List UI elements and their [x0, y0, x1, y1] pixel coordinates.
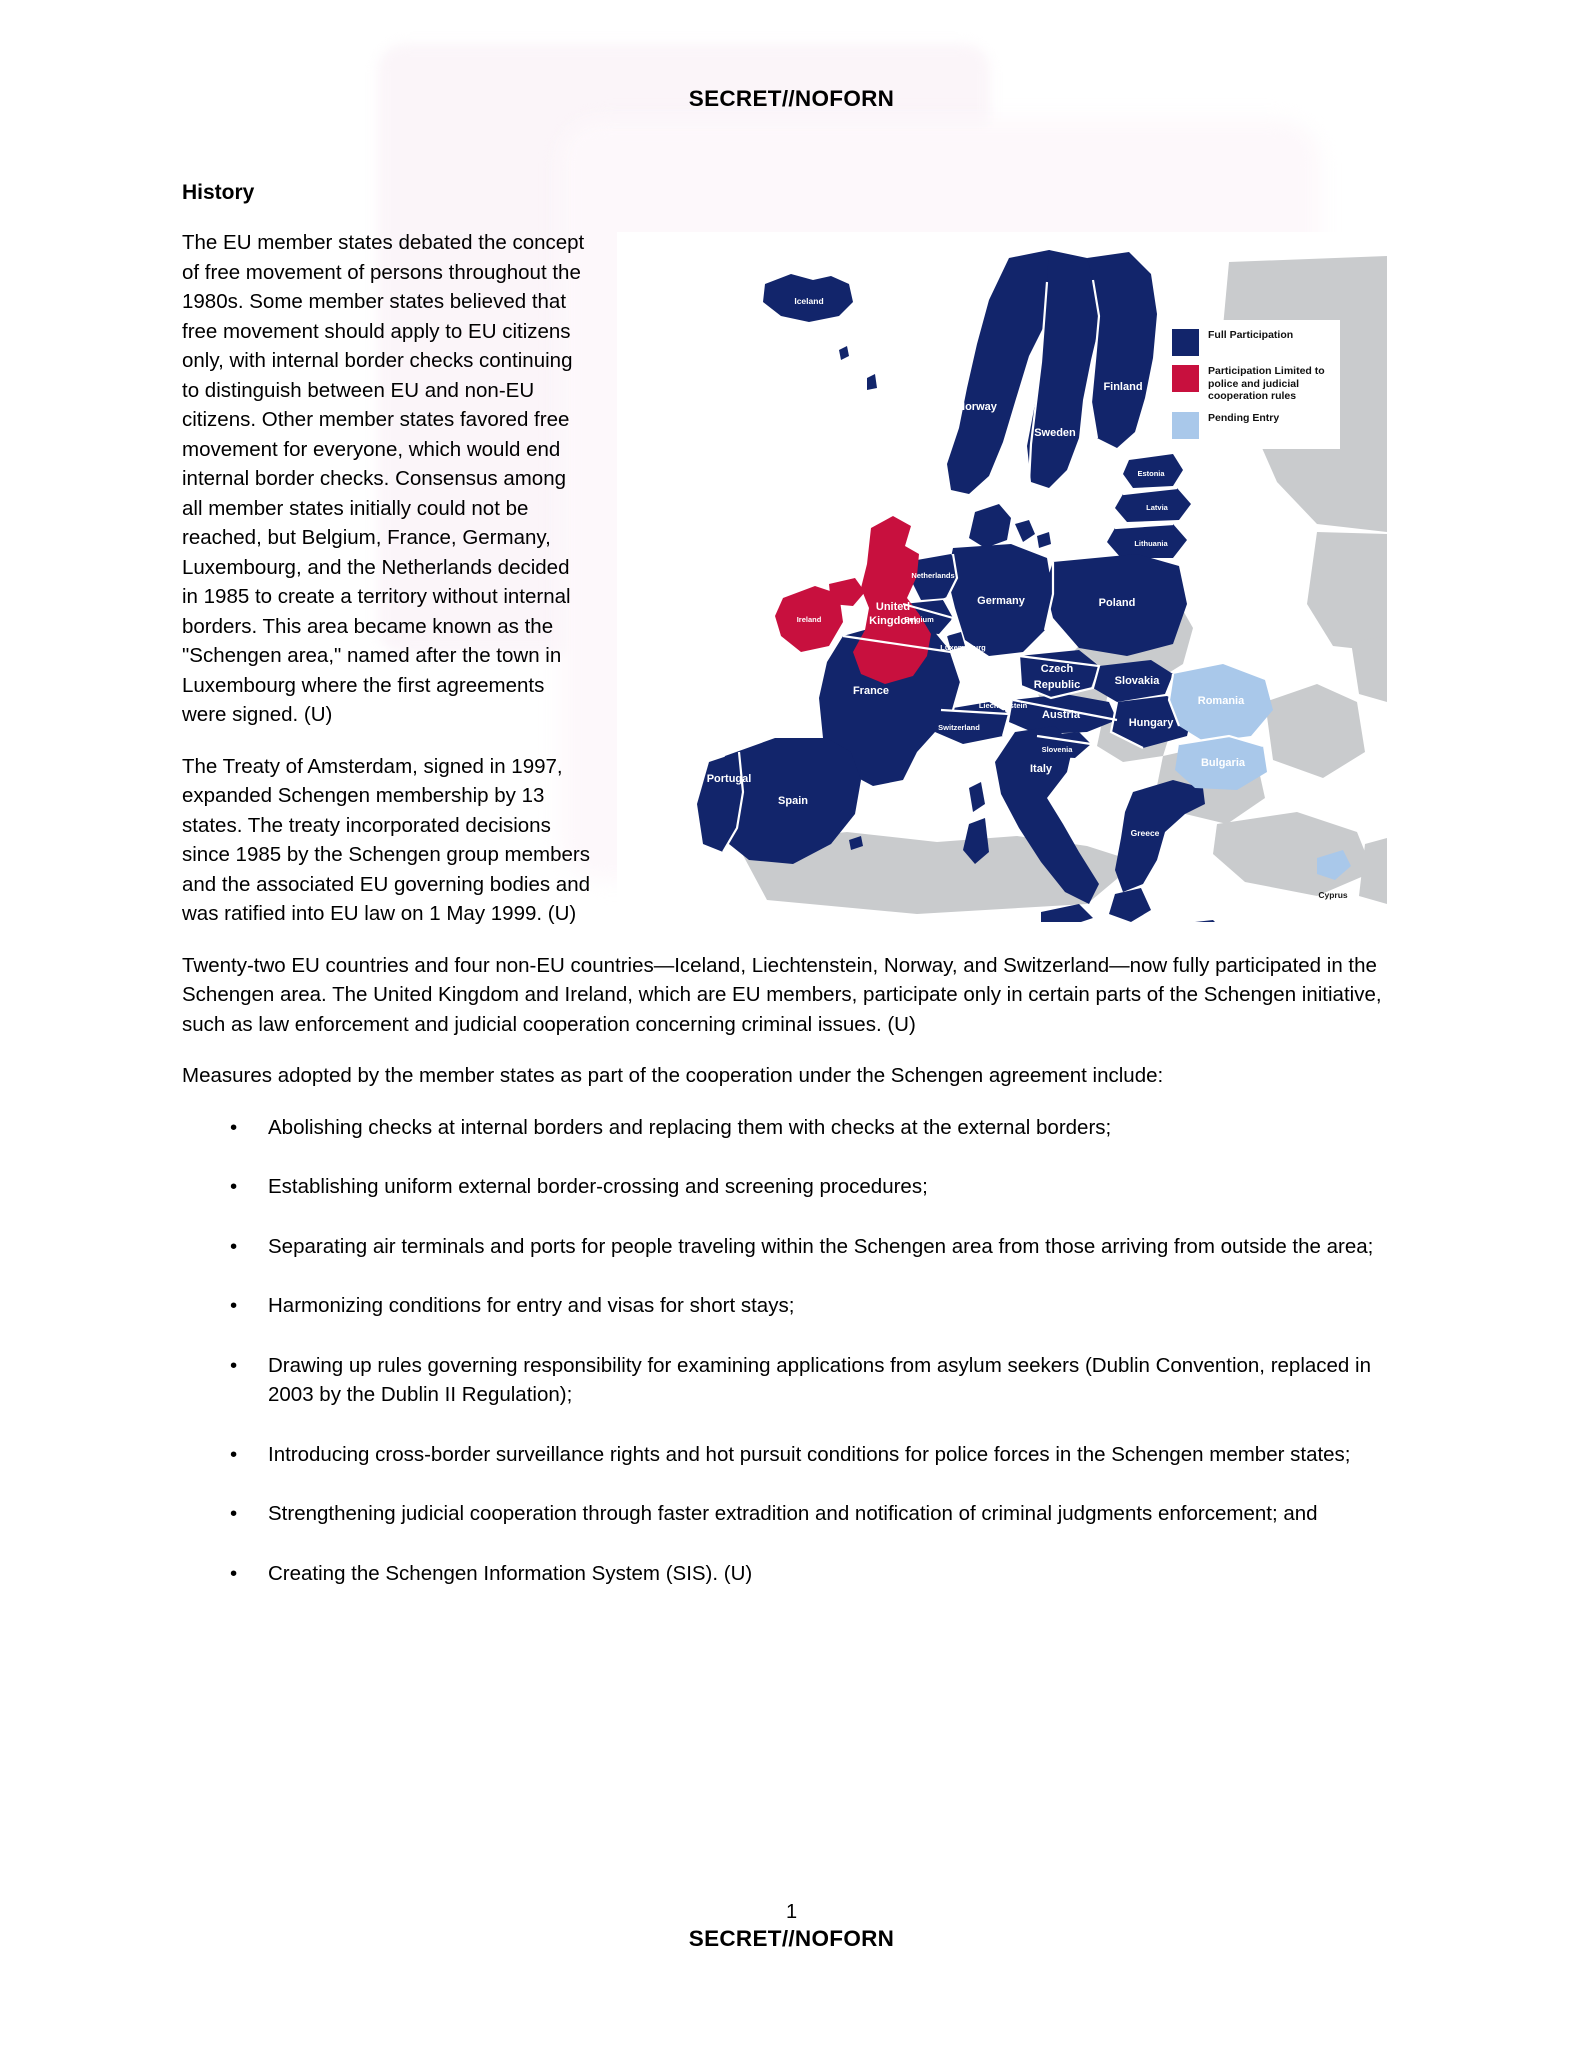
svg-text:Slovenia: Slovenia	[1042, 745, 1074, 754]
europe-map-graphic: Iceland Norway Sweden Finland Estonia La…	[617, 232, 1387, 923]
page-number: 1	[785, 1901, 798, 1923]
svg-text:Austria: Austria	[1042, 709, 1081, 721]
svg-text:Estonia: Estonia	[1137, 469, 1165, 478]
svg-text:Kingdom: Kingdom	[869, 615, 917, 627]
country-labels: Iceland Norway Sweden Finland Estonia La…	[707, 296, 1348, 900]
legend-label-full-participation: Full Participation	[1208, 329, 1294, 342]
page-footer: 1 SECRET//NOFORN	[0, 1899, 1583, 1953]
list-item: • Introducing cross-border surveillance …	[182, 1440, 1387, 1470]
schengen-area-map: Iceland Norway Sweden Finland Estonia La…	[617, 232, 1387, 923]
svg-text:Iceland: Iceland	[794, 296, 823, 306]
svg-text:Slovakia: Slovakia	[1115, 675, 1161, 687]
legend-row-full: Full Participation	[1172, 329, 1332, 357]
pending-entry-countries	[1169, 664, 1351, 881]
list-item: • Establishing uniform external border-c…	[182, 1172, 1387, 1202]
legend-label-pending-entry: Pending Entry	[1208, 412, 1280, 425]
svg-text:United: United	[876, 601, 910, 613]
svg-text:Norway: Norway	[957, 401, 998, 413]
bullet-icon: •	[230, 1115, 238, 1139]
svg-text:Italy: Italy	[1030, 763, 1053, 775]
list-item-text: Drawing up rules governing responsibilit…	[268, 1353, 1371, 1407]
classification-footer: SECRET//NOFORN	[688, 1926, 895, 1951]
legend-label-limited-participation: Participation Limited to police and judi…	[1208, 365, 1325, 403]
svg-text:Germany: Germany	[977, 595, 1026, 607]
svg-text:Latvia: Latvia	[1146, 503, 1169, 512]
limited-participation-countries	[775, 516, 931, 685]
legend-swatch-limited-participation	[1172, 365, 1199, 393]
full-participation-countries	[697, 250, 1215, 923]
svg-text:Spain: Spain	[778, 795, 808, 807]
list-item-text: Creating the Schengen Information System…	[268, 1561, 753, 1585]
svg-text:Hungary: Hungary	[1129, 717, 1175, 729]
paragraph-history-background: The EU member states debated the concept…	[182, 231, 585, 727]
list-item-text: Abolishing checks at internal borders an…	[268, 1115, 1112, 1139]
list-item-text: Separating air terminals and ports for p…	[268, 1234, 1374, 1258]
list-item-text: Harmonizing conditions for entry and vis…	[268, 1294, 795, 1318]
svg-text:Poland: Poland	[1099, 597, 1136, 609]
classification-header: SECRET//NOFORN	[688, 86, 895, 111]
measures-list: • Abolishing checks at internal borders …	[182, 1113, 1387, 1589]
list-item: • Creating the Schengen Information Syst…	[182, 1559, 1387, 1589]
bullet-icon: •	[230, 1502, 238, 1526]
svg-text:Lithuania: Lithuania	[1134, 539, 1168, 548]
list-item-text: Establishing uniform external border-cro…	[268, 1175, 928, 1199]
paragraph-treaty-of-amsterdam: The Treaty of Amsterdam, signed in 1997,…	[182, 754, 591, 926]
svg-text:Liechtenstein: Liechtenstein	[979, 701, 1028, 710]
document-body: History	[182, 180, 1387, 1618]
legend-row-pending: Pending Entry	[1172, 412, 1332, 440]
bullet-icon: •	[230, 1234, 238, 1258]
legend-row-limited: Participation Limited to police and judi…	[1172, 365, 1332, 403]
svg-text:Finland: Finland	[1103, 381, 1142, 393]
list-item: • Harmonizing conditions for entry and v…	[182, 1291, 1387, 1321]
page-title: History	[182, 181, 255, 204]
svg-text:Romania: Romania	[1198, 695, 1245, 707]
bullet-icon: •	[230, 1442, 238, 1466]
svg-text:Cyprus: Cyprus	[1318, 890, 1348, 900]
paragraph-measures-intro: Measures adopted by the member states as…	[182, 1064, 1164, 1088]
svg-text:Sweden: Sweden	[1034, 427, 1076, 439]
list-item: • Separating air terminals and ports for…	[182, 1232, 1387, 1262]
svg-text:Netherlands: Netherlands	[911, 571, 954, 580]
svg-text:Switzerland: Switzerland	[938, 723, 980, 732]
svg-text:Bulgaria: Bulgaria	[1201, 757, 1246, 769]
svg-text:Luxembourg: Luxembourg	[940, 643, 986, 652]
list-item-text: Introducing cross-border surveillance ri…	[268, 1442, 1351, 1466]
legend-swatch-full-participation	[1172, 329, 1199, 357]
svg-text:France: France	[853, 685, 889, 697]
svg-text:Czech: Czech	[1041, 663, 1074, 675]
bullet-icon: •	[230, 1294, 238, 1318]
svg-text:Greece: Greece	[1131, 828, 1160, 838]
list-item: • Abolishing checks at internal borders …	[182, 1113, 1387, 1143]
paragraph-participation-summary: Twenty-two EU countries and four non-EU …	[182, 953, 1382, 1036]
list-item-text: Strengthening judicial cooperation throu…	[268, 1502, 1318, 1526]
legend-swatch-pending-entry	[1172, 412, 1199, 440]
internal-border-lines	[722, 280, 1264, 853]
svg-text:Belgium: Belgium	[904, 615, 934, 624]
map-legend: Full Participation Participation Limited…	[1162, 320, 1340, 450]
svg-text:Republic: Republic	[1034, 679, 1080, 691]
svg-text:Ireland: Ireland	[797, 615, 822, 624]
svg-text:Portugal: Portugal	[707, 773, 752, 785]
list-item: • Strengthening judicial cooperation thr…	[182, 1499, 1387, 1529]
bullet-icon: •	[230, 1353, 238, 1377]
bullet-icon: •	[230, 1561, 238, 1585]
bullet-icon: •	[230, 1175, 238, 1199]
list-item: • Drawing up rules governing responsibil…	[182, 1351, 1387, 1410]
